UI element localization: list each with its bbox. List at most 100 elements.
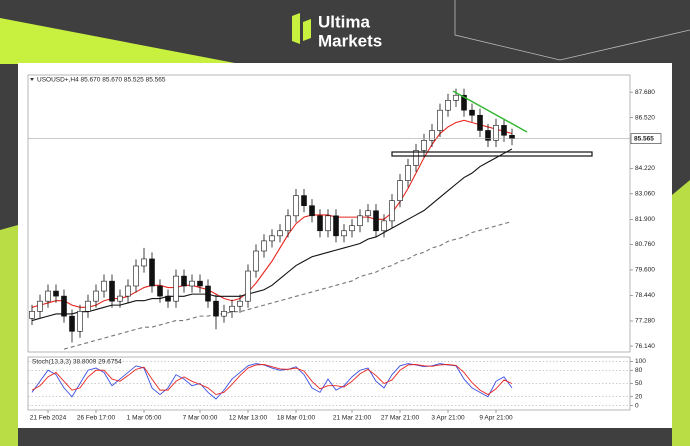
candle-body — [413, 150, 419, 166]
candle-body — [29, 310, 35, 319]
candle-body — [397, 180, 403, 201]
candle-body — [269, 235, 275, 242]
candle-body — [421, 140, 427, 151]
y-tick-label: 20 — [635, 393, 643, 400]
candle-body — [101, 280, 107, 292]
y-tick-label: 79.600 — [635, 267, 655, 274]
candle-body — [293, 195, 299, 217]
y-tick-label: 0 — [635, 402, 639, 409]
candle-body — [445, 100, 451, 111]
symbol-header: USOUSD+,H4 85.670 85.670 85.525 85.565 — [37, 77, 166, 84]
indicator-header: Stoch(13,3,3) 38.8009 29.6754 — [32, 359, 122, 366]
candle-body — [477, 114, 483, 131]
candle-body — [469, 109, 475, 116]
candle-body — [381, 220, 387, 232]
y-tick-label: 76.140 — [635, 343, 655, 350]
candle-body — [429, 130, 435, 141]
last-price-label: 85.565 — [634, 135, 654, 142]
candle-body — [509, 134, 515, 139]
candle-body — [253, 250, 259, 272]
candle-body — [365, 210, 371, 217]
candle-body — [373, 210, 379, 232]
x-tick-label: 21 Feb 2024 — [30, 415, 67, 422]
candle-body — [181, 275, 187, 287]
y-tick-label: 80.760 — [635, 241, 655, 248]
candle-body — [501, 125, 507, 136]
candle-body — [165, 295, 171, 302]
y-tick-label: 50 — [635, 380, 643, 387]
x-tick-label: 26 Feb 17:00 — [77, 415, 116, 422]
x-tick-label: 27 Mar 21:00 — [381, 415, 420, 422]
candle-body — [405, 165, 411, 181]
candle-body — [93, 290, 99, 302]
accent-right — [672, 180, 690, 446]
candle-body — [197, 280, 203, 287]
candle-body — [173, 275, 179, 302]
accent-left — [0, 225, 18, 446]
candle-body — [349, 225, 355, 232]
y-tick-label: 77.280 — [635, 318, 655, 325]
candle-body — [229, 305, 235, 312]
candle-body — [493, 125, 499, 141]
y-tick-label: 100 — [635, 358, 646, 365]
y-tick-label: 84.220 — [635, 165, 655, 172]
candle-body — [157, 285, 163, 297]
candle-body — [285, 215, 291, 232]
main-plot-frame — [27, 74, 631, 353]
candle-body — [149, 258, 155, 287]
chart-panel — [18, 63, 672, 428]
candle-body — [357, 215, 363, 227]
candle-body — [461, 94, 467, 111]
candle-body — [141, 258, 147, 267]
candle-body — [125, 285, 131, 297]
candle-body — [221, 310, 227, 317]
candle-body — [333, 215, 339, 237]
candle-body — [61, 295, 67, 317]
y-tick-label: 78.440 — [635, 292, 655, 299]
candle-body — [133, 265, 139, 287]
candle-body — [325, 215, 331, 232]
x-tick-label: 9 Apr 21:00 — [479, 415, 513, 422]
candle-body — [205, 285, 211, 302]
logo-mark — [292, 13, 300, 44]
candle-body — [485, 130, 491, 141]
candle-body — [453, 94, 459, 101]
y-tick-label: 80 — [635, 367, 643, 374]
candle-body — [437, 109, 443, 131]
accent-band — [0, 18, 240, 64]
candle-body — [237, 300, 243, 307]
candle-body — [117, 295, 123, 302]
candle-body — [301, 195, 307, 206]
y-tick-label: 87.680 — [635, 89, 655, 96]
candle-body — [45, 290, 51, 302]
candle-body — [309, 205, 315, 217]
brand-name: Ultima — [318, 12, 371, 31]
brand-name: Markets — [318, 31, 382, 50]
candle-body — [277, 230, 283, 237]
x-tick-label: 1 Mar 05:00 — [127, 415, 162, 422]
x-tick-label: 21 Mar 21:00 — [333, 415, 372, 422]
candle-body — [53, 290, 59, 297]
x-tick-label: 7 Mar 00:00 — [183, 415, 218, 422]
decor-line — [454, 0, 690, 61]
x-tick-label: 18 Mar 01:00 — [277, 415, 316, 422]
candle-body — [69, 315, 75, 332]
moving-average — [63, 221, 513, 350]
candle-body — [245, 270, 251, 302]
logo-mark — [303, 19, 311, 41]
candle-body — [77, 310, 83, 332]
x-tick-label: 3 Apr 21:00 — [431, 415, 465, 422]
candle-body — [341, 230, 347, 237]
support-zone — [391, 151, 593, 157]
candle-body — [37, 300, 43, 312]
y-tick-label: 83.060 — [635, 191, 655, 198]
x-tick-label: 12 Mar 13:00 — [229, 415, 268, 422]
candle-body — [213, 300, 219, 317]
trend-line — [452, 90, 528, 133]
y-tick-label: 81.900 — [635, 216, 655, 223]
candle-body — [109, 280, 115, 302]
menu-arrow — [30, 78, 34, 81]
candle-body — [189, 280, 195, 287]
stoch-line — [31, 364, 513, 396]
